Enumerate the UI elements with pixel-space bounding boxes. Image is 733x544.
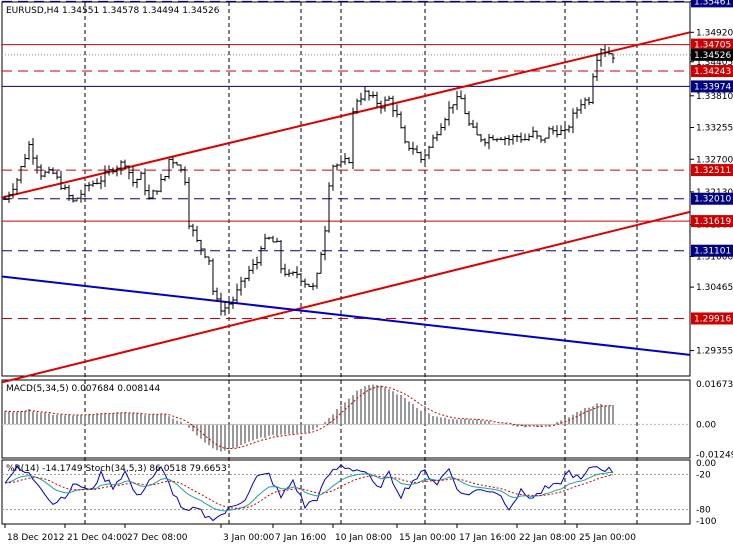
level-price-label: 1.31101 [694, 247, 731, 257]
macd-panel-frame [1, 379, 691, 459]
price-tick-label: 1.30465 [696, 283, 733, 293]
panel-frames [1, 1, 691, 525]
horizontal-levels [2, 0, 690, 319]
macd-tick-label: 0.00 [696, 420, 716, 430]
time-tick-label: 10 Jan 08:00 [335, 533, 392, 543]
symbol-header: EURUSD,H4 1.34551 1.34578 1.34494 1.3452… [6, 6, 220, 16]
time-tick-label: 22 Jan 08:00 [519, 533, 576, 543]
oscillator-tick-label: -20 [696, 471, 711, 481]
oscillator-tick-label: -80 [696, 505, 711, 515]
level-price-label: 1.33974 [694, 82, 731, 92]
price-tick-label: 1.29355 [696, 347, 733, 357]
time-tick-label: 27 Dec 08:00 [127, 533, 188, 543]
macd-tick-label: -0.01249 [696, 450, 733, 460]
level-price-tag [691, 244, 733, 257]
oscillator-panel: 0.00 -20 -80 -100 [2, 459, 717, 527]
oscillator-panel-frame [1, 459, 691, 525]
time-tick-label: 21 Dec 04:00 [67, 533, 128, 543]
level-price-tag [691, 38, 733, 51]
oscillator-tick-label: -100 [696, 517, 717, 527]
time-axis: 18 Dec 2012 21 Dec 04:00 27 Dec 08:00 3 Jan… [7, 533, 636, 543]
price-tick-label: 1.34405 [696, 58, 733, 68]
main-panel-frame [1, 1, 691, 377]
level-price-tag [691, 215, 733, 228]
level-price-label: 1.29916 [694, 314, 731, 324]
trend-line [1, 210, 691, 384]
level-price-label: 1.32511 [694, 166, 731, 176]
level-price-label: 1.34705 [694, 41, 731, 51]
macd-header: MACD(5,34,5) 0.007684 0.008144 [6, 384, 161, 394]
price-tick-label: 1.33810 [696, 92, 733, 102]
trend-line [1, 275, 691, 356]
level-price-tag [691, 164, 733, 177]
time-tick-label: 3 Jan 00:00 [223, 533, 275, 543]
oscillator-header: %R(14) -14.1749 Stoch(34,5,3) 86.0518 79… [6, 464, 227, 474]
time-tick-label: 7 Jan 16:00 [275, 533, 327, 543]
price-tick-label: 1.32700 [696, 155, 733, 165]
price-tick-label: 1.34920 [696, 28, 733, 38]
level-price-label: 1.31619 [694, 217, 731, 227]
period-separators [4, 2, 638, 528]
level-price-label: 1.35461 [694, 0, 731, 7]
stochastic-signal-line [4, 474, 614, 509]
level-price-tag [691, 65, 733, 78]
time-tick-label: 15 Jan 00:00 [399, 533, 456, 543]
macd-signal-line [4, 386, 614, 450]
time-tick-label: 18 Dec 2012 [7, 533, 65, 543]
trend-lines [1, 31, 691, 384]
price-tick-label: 1.31000 [696, 252, 733, 262]
level-price-tag [691, 0, 733, 8]
macd-panel: 0.016731 0.00 -0.01249 [2, 380, 733, 460]
level-price-label: 1.32010 [694, 195, 731, 205]
price-tick-label: 1.33255 [696, 124, 733, 134]
stochastic-main-line [4, 471, 614, 512]
current-price-tag [691, 48, 733, 61]
price-candles [3, 44, 615, 316]
oscillator-tick-label: 0.00 [696, 459, 716, 469]
panel-headers: EURUSD,H4 1.34551 1.34578 1.34494 1.3452… [6, 6, 227, 474]
level-price-tag [691, 80, 733, 93]
williams-r-line [4, 464, 614, 522]
current-price-label: 1.34526 [694, 51, 731, 61]
macd-tick-label: 0.016731 [696, 380, 733, 390]
level-price-label: 1.34243 [694, 67, 731, 77]
level-price-tag [691, 312, 733, 325]
level-price-tag [691, 192, 733, 205]
time-tick-label: 17 Jan 16:00 [459, 533, 516, 543]
time-tick-label: 25 Jan 00:00 [579, 533, 636, 543]
